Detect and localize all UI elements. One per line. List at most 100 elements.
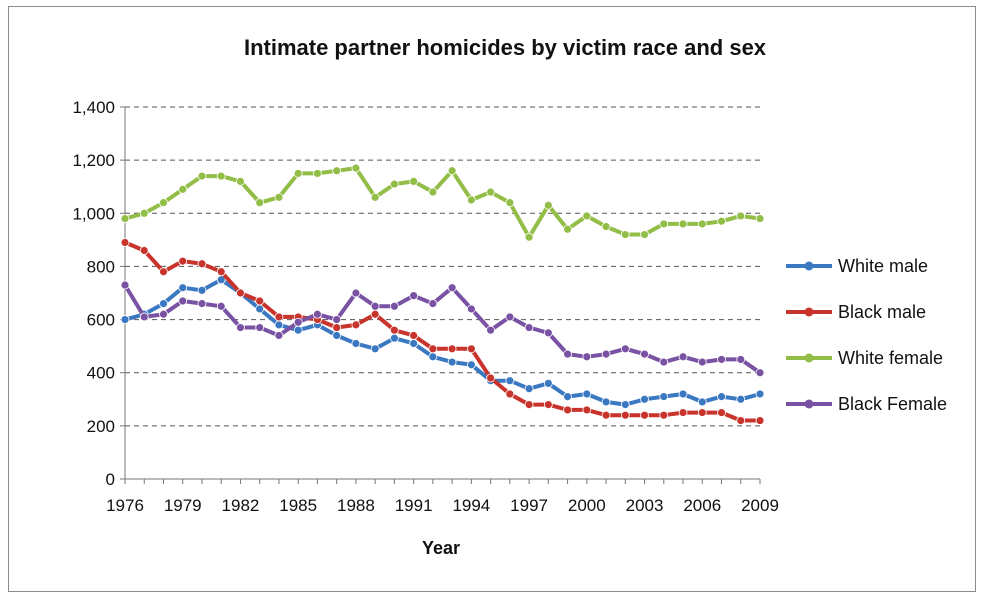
data-point (409, 291, 419, 301)
data-point (293, 325, 303, 335)
data-point (274, 320, 284, 330)
data-point (640, 394, 649, 404)
x-tick-label: 1997 (510, 496, 548, 515)
data-point (543, 400, 553, 410)
data-point (139, 312, 149, 322)
data-point (389, 333, 399, 343)
legend: White male Black male White female Black Fe… (786, 256, 947, 414)
data-point (178, 184, 188, 194)
data-point (563, 224, 572, 234)
data-point (274, 312, 284, 322)
x-tick-label: 2000 (568, 496, 606, 515)
data-point (120, 280, 130, 290)
data-point (197, 285, 207, 295)
data-point (601, 410, 611, 420)
data-point (447, 283, 457, 293)
data-point (697, 397, 707, 407)
data-point (351, 320, 361, 330)
data-point (120, 238, 130, 247)
data-point (351, 339, 361, 348)
data-point (332, 331, 342, 340)
legend-label: White male (838, 256, 928, 276)
data-point (159, 198, 168, 208)
y-axis: 0 200 400 600 800 1,000 1,200 1,400 (72, 98, 126, 489)
series-line (124, 166, 761, 240)
data-point (755, 416, 765, 425)
data-point (197, 259, 207, 269)
data-point (659, 219, 669, 229)
data-point (255, 198, 265, 208)
data-point (197, 299, 207, 309)
x-tick-label: 2003 (626, 496, 664, 515)
data-point (659, 410, 669, 420)
data-point (370, 309, 380, 319)
data-point (524, 323, 534, 332)
data-point (274, 331, 284, 340)
data-point (120, 315, 130, 324)
data-point (389, 301, 399, 311)
data-point (755, 368, 765, 378)
data-point (216, 267, 226, 277)
y-tick-label: 400 (87, 364, 115, 383)
data-point (505, 312, 515, 322)
data-point (293, 169, 303, 178)
data-point (178, 296, 188, 306)
y-tick-label: 0 (106, 470, 115, 489)
data-point (505, 389, 515, 399)
x-tick-label: 2009 (741, 496, 779, 515)
data-point (755, 389, 765, 399)
data-point (274, 192, 284, 202)
data-point (236, 176, 245, 186)
data-point (428, 352, 438, 362)
data-point (601, 397, 611, 407)
data-point (139, 246, 149, 255)
data-point (255, 323, 265, 332)
x-tick-label: 1979 (164, 496, 202, 515)
data-point (332, 323, 342, 332)
data-point (582, 389, 592, 399)
data-point (524, 400, 534, 410)
data-point (216, 171, 226, 181)
series-line (124, 240, 760, 423)
data-point (717, 408, 726, 417)
data-point (409, 176, 419, 186)
x-tick-label: 1976 (106, 496, 144, 515)
data-point (601, 349, 611, 359)
data-point (159, 267, 168, 277)
x-tick-label: 1988 (337, 496, 375, 515)
data-point (486, 325, 496, 335)
x-tick-label: 1994 (452, 496, 490, 515)
data-point (640, 230, 649, 239)
data-point (678, 352, 688, 362)
y-tick-label: 1,000 (72, 204, 115, 223)
data-point (409, 331, 419, 340)
y-tick-label: 1,200 (72, 151, 115, 170)
data-point (428, 299, 438, 309)
data-point (447, 344, 457, 354)
data-point (717, 216, 726, 226)
x-tick-label: 2006 (683, 496, 721, 515)
data-point (620, 400, 630, 410)
gridlines (125, 106, 760, 427)
data-point (351, 163, 361, 173)
data-point (216, 301, 226, 311)
data-point (678, 389, 688, 399)
data-point (313, 309, 322, 319)
data-point (563, 392, 572, 402)
data-point (409, 339, 419, 348)
data-point (620, 344, 630, 354)
data-point (640, 410, 649, 420)
data-point (620, 410, 630, 420)
data-point (332, 166, 342, 176)
data-point (563, 349, 572, 359)
data-point (736, 394, 746, 404)
data-point (505, 376, 515, 386)
data-point (486, 373, 496, 383)
data-point (120, 214, 130, 224)
data-point (370, 192, 380, 202)
data-point (543, 328, 553, 338)
data-point (659, 357, 669, 367)
x-tick-label: 1982 (222, 496, 260, 515)
data-point (332, 315, 342, 324)
